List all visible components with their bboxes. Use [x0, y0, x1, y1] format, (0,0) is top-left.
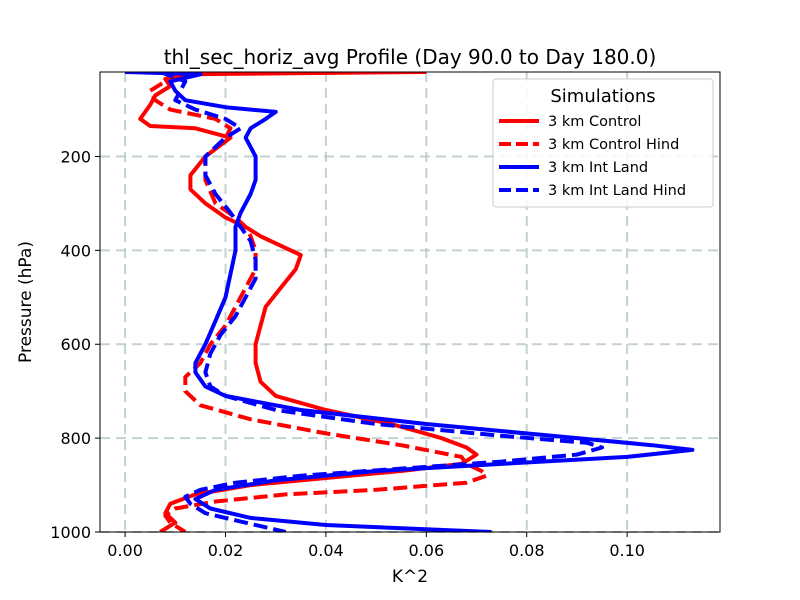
- legend-entries: 3 km Control 3 km Control Hind 3 km Int La…: [499, 114, 686, 199]
- y-axis: 200 400 600 800 1000: [50, 147, 100, 542]
- legend-label: 3 km Int Land Hind: [548, 183, 686, 199]
- x-tick-label: 0.04: [308, 541, 344, 560]
- legend-label: 3 km Control: [548, 114, 641, 130]
- x-tick-label: 0.06: [409, 541, 445, 560]
- legend: Simulations 3 km Control 3 km Control Hin…: [492, 78, 714, 208]
- y-tick-label: 800: [60, 429, 91, 448]
- x-tick-label: 0.02: [208, 541, 244, 560]
- x-tick-label: 0.10: [609, 541, 645, 560]
- legend-label: 3 km Control Hind: [548, 137, 679, 153]
- legend-title: Simulations: [550, 86, 655, 107]
- plot-frame: [99, 71, 721, 533]
- series-line-3-km-int-land-hind: [159, 72, 604, 532]
- y-tick-label: 400: [60, 241, 91, 260]
- y-tick-label: 600: [60, 335, 91, 354]
- y-tick-label: 1000: [50, 523, 91, 542]
- series-line-3-km-control: [138, 72, 479, 532]
- y-tick-label: 200: [60, 147, 91, 166]
- series-layer: [125, 72, 695, 532]
- x-tick-label: 0.08: [509, 541, 545, 560]
- series-line-3-km-control-hind: [148, 72, 489, 532]
- x-axis: 0.00 0.02 0.04 0.06 0.08 0.10: [107, 532, 645, 560]
- legend-label: 3 km Int Land: [548, 160, 648, 176]
- legend-box: [492, 78, 714, 208]
- y-axis-label: Pressure (hPa): [16, 241, 36, 363]
- x-axis-label: K^2: [392, 567, 428, 587]
- x-tick-label: 0.00: [107, 541, 143, 560]
- chart-title: thl_sec_horiz_avg Profile (Day 90.0 to D…: [164, 45, 657, 69]
